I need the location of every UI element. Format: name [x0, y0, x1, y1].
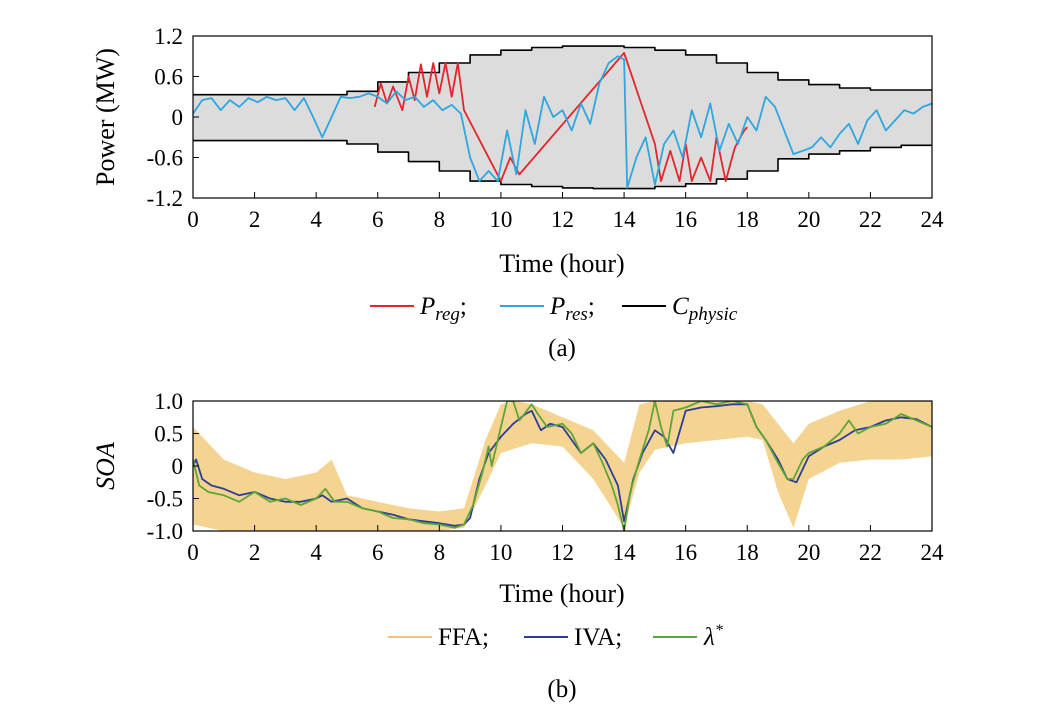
legend-label-pres: Pres;	[549, 293, 595, 325]
y-tick-label: -1.2	[147, 186, 183, 211]
panel-label-a: (a)	[548, 335, 576, 362]
feasible-region	[193, 46, 932, 189]
legend-label-preg: Preg;	[419, 293, 467, 325]
x-tick-label: 8	[434, 207, 446, 232]
x-tick-label: 20	[797, 207, 820, 232]
x-tick-label: 12	[551, 540, 574, 565]
x-tick-label: 4	[310, 207, 322, 232]
y-tick-label: 1.2	[154, 24, 183, 49]
x-tick-label: 10	[489, 207, 512, 232]
x-tick-label: 0	[187, 207, 199, 232]
x-tick-label: 14	[613, 540, 637, 565]
y-tick-label: 1.0	[154, 389, 183, 414]
x-tick-label: 22	[859, 540, 882, 565]
legend-label-lambda: λ*	[703, 622, 723, 651]
panel-label-b: (b)	[547, 676, 576, 703]
x-tick-label: 22	[859, 207, 882, 232]
y-tick-label: -0.6	[147, 146, 183, 171]
chart-panel-b: 0 2 4 6 8 10 12 14 16 18 20 22 24 1.00.50-0.5-1.0 Ti…	[91, 389, 944, 703]
x-tick-label: 8	[434, 540, 446, 565]
series-line-pres	[193, 55, 932, 189]
x-tick-label: 18	[736, 540, 759, 565]
x-tick-label: 20	[797, 540, 820, 565]
x-tick-label: 12	[551, 207, 574, 232]
y-axis-title-b: SOA	[91, 442, 120, 490]
y-tick-label: 0.6	[154, 65, 183, 90]
y-tick-labels-b: 1.0 0.5 0 -0.5 -1.0	[147, 389, 199, 544]
x-tick-label: 2	[249, 540, 261, 565]
x-tick-label: 4	[310, 540, 322, 565]
y-tick-label: 0	[172, 454, 184, 479]
plot-area-b	[193, 401, 932, 531]
x-tick-labels-b: 0 2 4 6 8 10 12 14 16 18 20 22 24	[187, 525, 944, 565]
y-tick-label: -0.5	[147, 487, 183, 512]
plot-area-a	[193, 45, 932, 190]
chart-panel-a: 0 2 4 6 8 10 12 14 16 18 20 22 24 1.20.60-0.6-1.2 Ti…	[91, 24, 944, 362]
y-tick-label: 0	[172, 105, 184, 130]
x-tick-label: 24	[921, 540, 945, 565]
x-tick-label: 16	[674, 540, 697, 565]
legend-b: FFA; IVA; λ*	[388, 622, 723, 651]
legend-a: Preg; Pres; Cphysic	[370, 293, 738, 325]
x-tick-label: 6	[372, 540, 384, 565]
x-tick-label: 18	[736, 207, 759, 232]
legend-label-cphysic: Cphysic	[672, 293, 738, 325]
y-tick-labels-a: 1.2 0.6 0 -0.6 -1.2	[147, 24, 199, 211]
x-tick-label: 10	[489, 540, 512, 565]
x-axis-title-b: Time (hour)	[499, 579, 624, 608]
x-tick-label: 16	[674, 207, 697, 232]
x-tick-labels-a: 0 2 4 6 8 10 12 14 16 18 20 22 24	[187, 192, 944, 232]
y-tick-label: -1.0	[147, 519, 183, 544]
x-tick-label: 2	[249, 207, 261, 232]
x-tick-label: 6	[372, 207, 384, 232]
series-line-	[193, 401, 932, 531]
series-line-preg	[373, 52, 748, 183]
legend-label-iva: IVA;	[574, 624, 622, 651]
legend-label-ffa: FFA;	[438, 624, 489, 651]
y-axis-title-a: Power (MW)	[91, 48, 120, 186]
x-tick-label: 0	[187, 540, 199, 565]
y-tick-label: 0.5	[154, 422, 183, 447]
x-tick-label: 14	[613, 207, 637, 232]
x-axis-title-a: Time (hour)	[499, 249, 624, 278]
series-line-cphysic-lower	[193, 139, 932, 190]
x-tick-label: 24	[921, 207, 945, 232]
series-band-ffa	[193, 401, 932, 531]
series-line-cphysic-upper	[193, 45, 932, 96]
